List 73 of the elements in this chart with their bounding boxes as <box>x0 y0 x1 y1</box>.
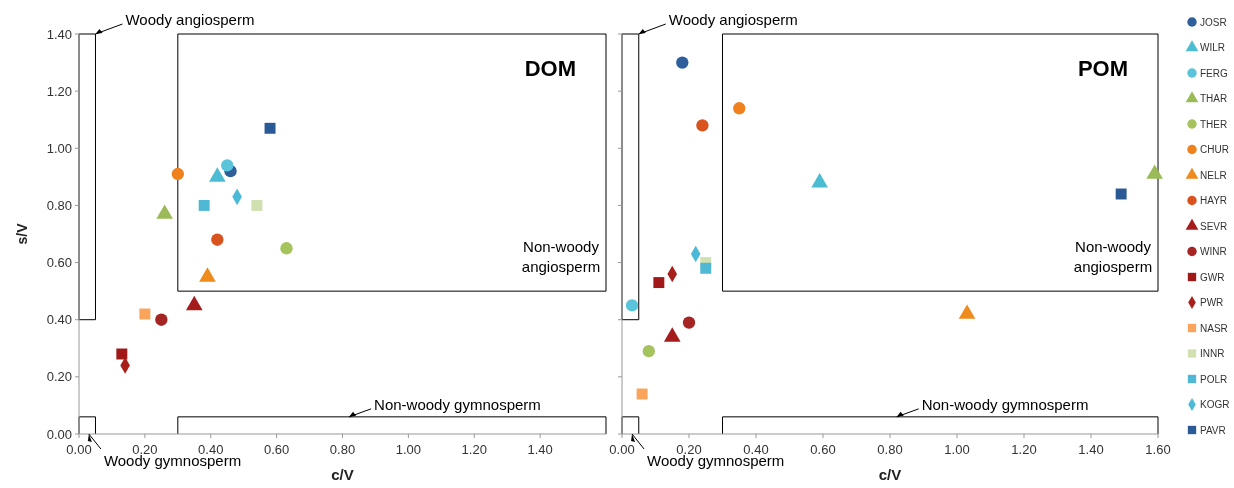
x-tick-label: 1.40 <box>1078 442 1104 457</box>
legend-label: WILR <box>1200 42 1225 53</box>
y-tick-label: 1.20 <box>46 83 72 99</box>
point <box>280 242 293 255</box>
legend-label: KOGR <box>1200 399 1230 410</box>
x-tick-label: 0.00 <box>66 442 92 457</box>
text: Woody angiosperm <box>125 11 255 29</box>
point <box>155 313 168 326</box>
legend-label: PWR <box>1200 297 1224 308</box>
y-tick-label: 0.60 <box>46 255 72 271</box>
x-tick-label: 1.20 <box>461 442 487 457</box>
annotation: Non-woody angiosperm <box>521 238 601 275</box>
legend-label: WINR <box>1200 246 1227 257</box>
y-tick-label: 0.00 <box>46 426 72 442</box>
x-tick-label: 1.00 <box>944 442 970 457</box>
legend-label: NELR <box>1200 169 1227 181</box>
x-axis-title: c/V <box>878 466 902 483</box>
y-tick-label: 1.00 <box>46 140 72 156</box>
point <box>116 348 128 360</box>
x-tick-label: 0.80 <box>329 442 356 457</box>
point <box>653 277 665 289</box>
legend-label: PAVR <box>1200 424 1226 436</box>
point <box>251 199 263 211</box>
point <box>171 167 184 181</box>
x-tick-label: 1.00 <box>395 442 422 457</box>
point <box>625 299 639 312</box>
point <box>642 344 655 358</box>
point <box>696 119 709 132</box>
point <box>1115 188 1127 200</box>
point <box>636 388 648 400</box>
x-tick-label: 0.80 <box>877 442 903 457</box>
point <box>733 102 746 115</box>
point <box>264 122 276 134</box>
x-tick-label: 0.00 <box>609 442 635 457</box>
x-tick-label: 0.20 <box>676 442 702 457</box>
y-axis-title: s/V <box>14 222 30 245</box>
legend-label: GWR <box>1200 271 1225 283</box>
legend-label: CHUR <box>1200 144 1229 155</box>
point <box>139 308 151 320</box>
x-tick-label: 0.60 <box>263 442 290 457</box>
legend-label: THER <box>1200 118 1228 130</box>
x-axis-title: c/V <box>331 466 354 483</box>
legend-label: POLR <box>1200 373 1228 385</box>
legend-label: JOSR <box>1200 16 1227 28</box>
x-tick-label: 0.40 <box>198 442 224 457</box>
legend-label: INNR <box>1200 348 1225 359</box>
annotation: Non-woody angiosperm <box>1073 238 1153 275</box>
legend-label: FERG <box>1200 67 1228 79</box>
x-tick-label: 1.60 <box>1145 442 1171 457</box>
x-tick-label: 0.60 <box>810 442 836 457</box>
text: POM <box>1077 56 1128 81</box>
annotation: Non-woody gymnosperm <box>921 396 1089 414</box>
legend-label: THAR <box>1200 93 1228 104</box>
text: Woody angiosperm <box>668 11 798 29</box>
y-tick-label: 0.40 <box>46 312 72 328</box>
annotation: Non-woody gymnosperm <box>374 396 541 414</box>
point <box>676 56 689 69</box>
point <box>198 199 210 211</box>
x-tick-label: 0.20 <box>132 442 158 457</box>
legend-label: HAYR <box>1200 195 1228 206</box>
y-tick-label: 0.20 <box>46 369 72 385</box>
legend-label: NASR <box>1200 322 1228 334</box>
point <box>221 159 234 172</box>
x-tick-label: 0.40 <box>743 442 769 457</box>
point <box>682 316 696 329</box>
y-tick-label: 0.80 <box>46 197 72 213</box>
point <box>700 262 712 274</box>
legend-label: SEVR <box>1200 220 1228 232</box>
y-tick-label: 1.40 <box>46 26 72 42</box>
x-tick-label: 1.20 <box>1011 442 1037 457</box>
text: DOM <box>524 56 576 81</box>
x-tick-label: 1.40 <box>527 442 553 457</box>
point <box>211 233 224 246</box>
